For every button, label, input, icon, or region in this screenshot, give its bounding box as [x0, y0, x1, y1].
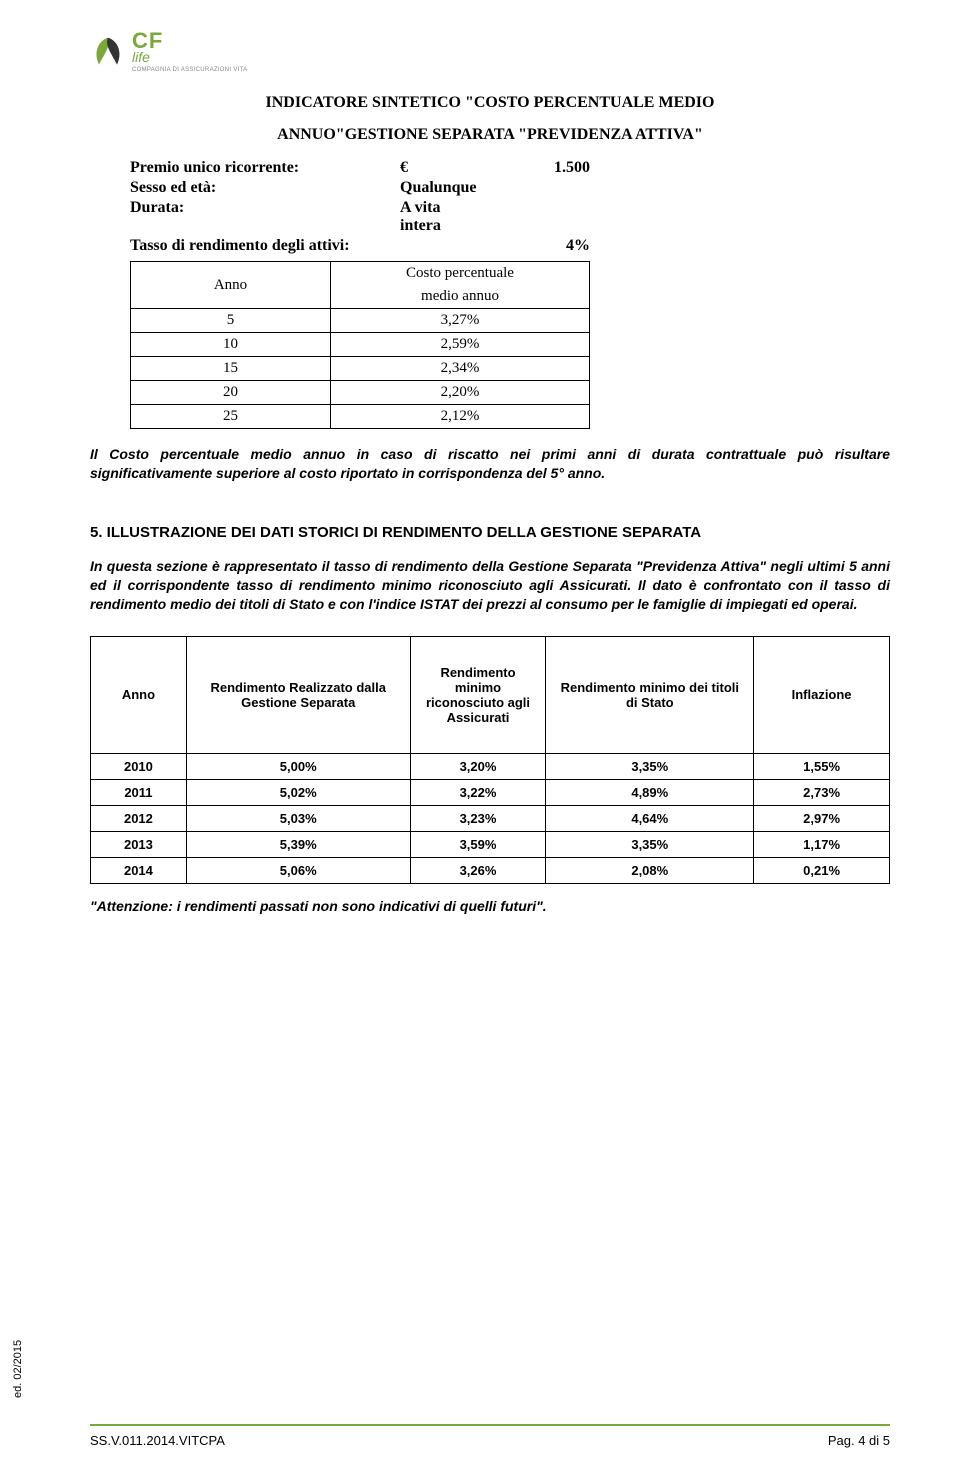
- table-row: 53,27%: [131, 309, 590, 333]
- cell-anno: 10: [131, 333, 331, 357]
- cell-val: 2,20%: [331, 381, 590, 405]
- cell: 2013: [91, 831, 187, 857]
- cell: 3,35%: [546, 753, 754, 779]
- footer-left: SS.V.011.2014.VITCPA: [90, 1433, 225, 1448]
- sesso-label: Sesso ed età:: [130, 179, 400, 197]
- rendimento-table: Anno Rendimento Realizzato dalla Gestion…: [90, 636, 890, 884]
- logo-leaf-icon: [90, 34, 126, 70]
- rend-th-titoli: Rendimento minimo dei titoli di Stato: [546, 636, 754, 753]
- cell: 4,64%: [546, 805, 754, 831]
- cell: 3,20%: [410, 753, 546, 779]
- durata-label: Durata:: [130, 199, 400, 235]
- cell: 2010: [91, 753, 187, 779]
- attenzione-text: "Attenzione: i rendimenti passati non so…: [90, 898, 890, 914]
- premio-symbol: €: [400, 159, 470, 177]
- definitions-grid: Premio unico ricorrente: € 1.500 Sesso e…: [130, 159, 890, 255]
- cell-val: 2,34%: [331, 357, 590, 381]
- cell: 1,55%: [754, 753, 890, 779]
- logo-tagline: COMPAGNIA DI ASSICURAZIONI VITA: [132, 67, 247, 73]
- cell: 2011: [91, 779, 187, 805]
- table-row: 2012 5,03% 3,23% 4,64% 2,97%: [91, 805, 890, 831]
- table-row: 2010 5,00% 3,20% 3,35% 1,55%: [91, 753, 890, 779]
- table-row: 2011 5,02% 3,22% 4,89% 2,73%: [91, 779, 890, 805]
- footer-divider: [90, 1424, 890, 1426]
- cell: 3,22%: [410, 779, 546, 805]
- sesso-value: Qualunque: [400, 179, 470, 197]
- cell: 3,26%: [410, 857, 546, 883]
- cell: 2012: [91, 805, 187, 831]
- table-row: 202,20%: [131, 381, 590, 405]
- cell: 5,02%: [186, 779, 410, 805]
- rend-th-anno: Anno: [91, 636, 187, 753]
- cell: 5,39%: [186, 831, 410, 857]
- logo: CF life COMPAGNIA DI ASSICURAZIONI VITA: [90, 30, 890, 73]
- edition-side-label: ed. 02/2015: [12, 1340, 24, 1398]
- cell: 2014: [91, 857, 187, 883]
- cell: 2,08%: [546, 857, 754, 883]
- cell: 3,35%: [546, 831, 754, 857]
- cell-val: 2,59%: [331, 333, 590, 357]
- costo-th-costo-l1: Costo percentuale: [331, 262, 590, 286]
- table-row: 2013 5,39% 3,59% 3,35% 1,17%: [91, 831, 890, 857]
- cell: 3,59%: [410, 831, 546, 857]
- section5-title: 5. ILLUSTRAZIONE DEI DATI STORICI DI REN…: [90, 523, 890, 543]
- rend-th-real: Rendimento Realizzato dalla Gestione Sep…: [186, 636, 410, 753]
- footer: SS.V.011.2014.VITCPA Pag. 4 di 5: [90, 1433, 890, 1448]
- footer-right: Pag. 4 di 5: [828, 1433, 890, 1448]
- cell: 5,00%: [186, 753, 410, 779]
- cell-val: 2,12%: [331, 405, 590, 429]
- section-title-line1: INDICATORE SINTETICO "COSTO PERCENTUALE …: [150, 93, 830, 113]
- table-row: 2014 5,06% 3,26% 2,08% 0,21%: [91, 857, 890, 883]
- cell: 0,21%: [754, 857, 890, 883]
- tasso-value: 4%: [470, 237, 590, 255]
- cell-anno: 25: [131, 405, 331, 429]
- table-row: 102,59%: [131, 333, 590, 357]
- premio-label: Premio unico ricorrente:: [130, 159, 400, 177]
- cell: 3,23%: [410, 805, 546, 831]
- cell-anno: 5: [131, 309, 331, 333]
- section5-intro: In questa sezione è rappresentato il tas…: [90, 557, 890, 614]
- cell-anno: 20: [131, 381, 331, 405]
- costo-th-costo-l2: medio annuo: [331, 285, 590, 309]
- durata-value: A vita intera: [400, 199, 470, 235]
- cell: 4,89%: [546, 779, 754, 805]
- cell: 5,03%: [186, 805, 410, 831]
- tasso-label: Tasso di rendimento degli attivi:: [130, 237, 400, 255]
- costo-th-anno: Anno: [131, 262, 331, 309]
- premio-value: 1.500: [470, 159, 590, 177]
- table-row: 152,34%: [131, 357, 590, 381]
- cell: 5,06%: [186, 857, 410, 883]
- table-row: 252,12%: [131, 405, 590, 429]
- logo-brand-bottom: life: [132, 50, 247, 64]
- cell-val: 3,27%: [331, 309, 590, 333]
- section-title-line2: ANNUO"GESTIONE SEPARATA "PREVIDENZA ATTI…: [150, 125, 830, 145]
- cell: 1,17%: [754, 831, 890, 857]
- cell: 2,73%: [754, 779, 890, 805]
- cell-anno: 15: [131, 357, 331, 381]
- note-paragraph: Il Costo percentuale medio annuo in caso…: [90, 445, 890, 483]
- costo-table: Anno Costo percentuale medio annuo 53,27…: [130, 261, 590, 429]
- rend-th-infl: Inflazione: [754, 636, 890, 753]
- rend-th-min: Rendimento minimo riconosciuto agli Assi…: [410, 636, 546, 753]
- cell: 2,97%: [754, 805, 890, 831]
